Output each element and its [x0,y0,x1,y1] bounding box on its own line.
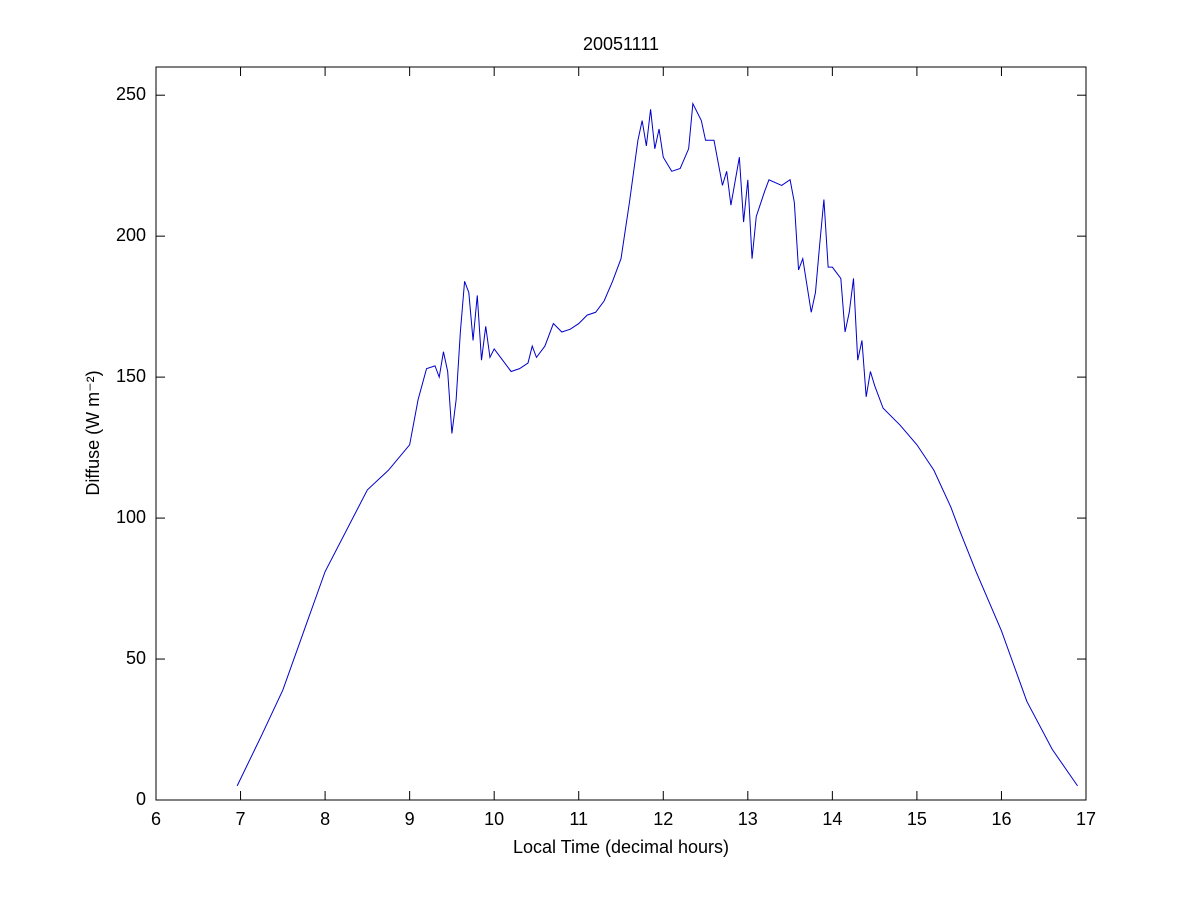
x-tick-label: 9 [405,809,415,829]
y-tick-label: 100 [116,507,146,527]
axes-box [155,66,1087,801]
x-tick-label: 16 [991,809,1011,829]
y-tick-label: 50 [126,648,146,668]
x-tick-label: 11 [569,809,588,829]
y-tick-label: 250 [116,84,146,104]
y-tick-label: 150 [116,366,146,386]
y-tick-label: 200 [116,225,146,245]
x-tick-label: 6 [151,809,161,829]
x-tick-label: 13 [738,809,758,829]
x-tick-label: 15 [907,809,927,829]
x-tick-label: 14 [822,809,842,829]
x-tick-label: 8 [320,809,330,829]
x-tick-label: 12 [653,809,673,829]
x-tick-label: 10 [484,809,504,829]
x-tick-label: 7 [236,809,246,829]
y-axis-label: Diffuse (W m⁻²) [83,370,103,495]
y-tick-label: 0 [136,789,146,809]
chart-title: 20051111 [583,34,659,54]
x-axis-label: Local Time (decimal hours) [513,837,729,857]
x-tick-label: 17 [1076,809,1096,829]
data-line [236,101,1078,787]
